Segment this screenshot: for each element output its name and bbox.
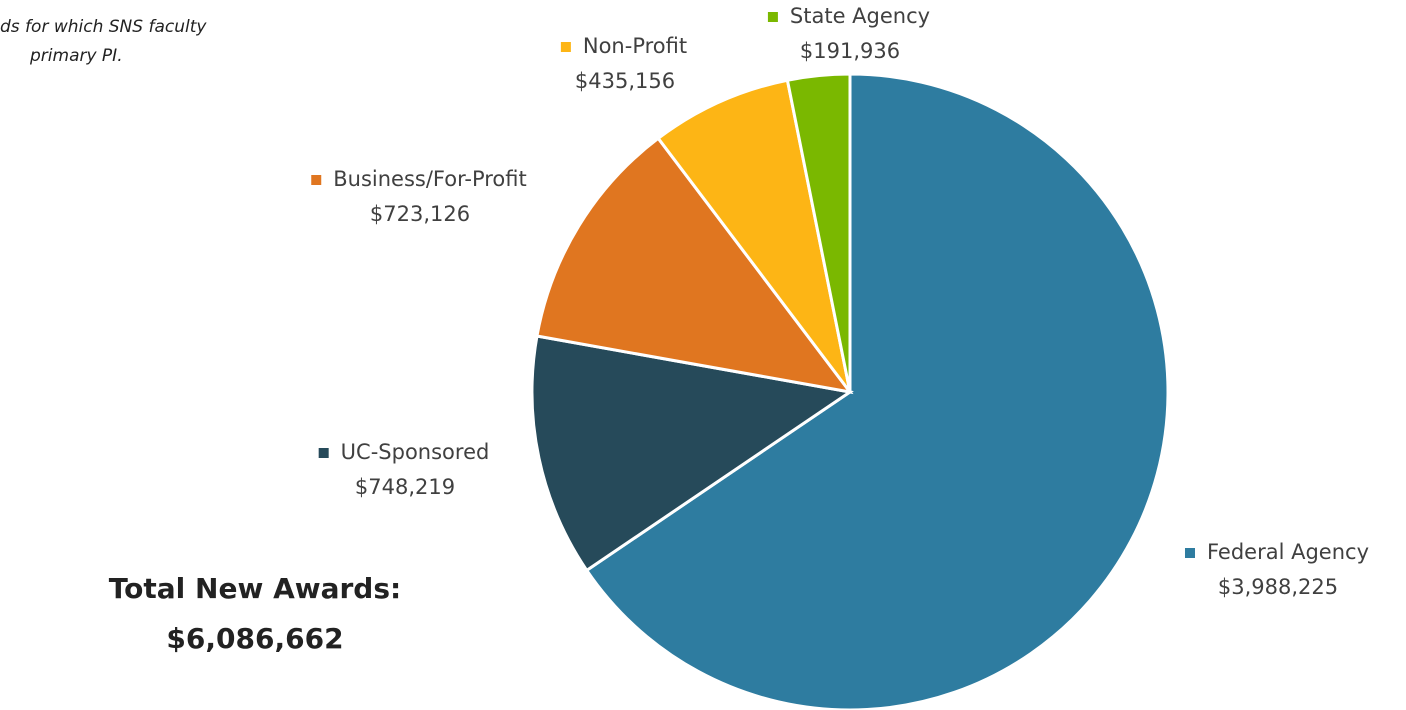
slice-label: UC-Sponsored: [341, 440, 490, 464]
value-label: $748,219: [355, 475, 455, 499]
legend-swatch: [311, 175, 322, 185]
slice-label: Non-Profit: [583, 34, 687, 58]
slice-label: State Agency: [790, 4, 930, 28]
legend-swatch: [560, 42, 571, 52]
legend-swatch: [767, 12, 778, 22]
value-label: $723,126: [370, 202, 470, 226]
slice-label: Business/For-Profit: [333, 167, 527, 191]
pie-slice: [785, 72, 852, 393]
value-label: $435,156: [575, 69, 675, 93]
slice-label: Federal Agency: [1207, 540, 1369, 564]
total-title: Total New Awards:: [109, 572, 401, 605]
value-label: $3,988,225: [1218, 575, 1338, 599]
note: primary PI.: [29, 46, 123, 66]
pie-slice: [584, 72, 1170, 710]
value-label: $191,936: [800, 39, 900, 63]
pie-slice: [530, 334, 854, 573]
note: ds for which SNS faculty: [0, 17, 207, 37]
legend-swatch: [1184, 548, 1195, 558]
legend-swatch: [318, 448, 329, 458]
pie-slice: [535, 136, 854, 395]
total-value: $6,086,662: [166, 622, 343, 655]
